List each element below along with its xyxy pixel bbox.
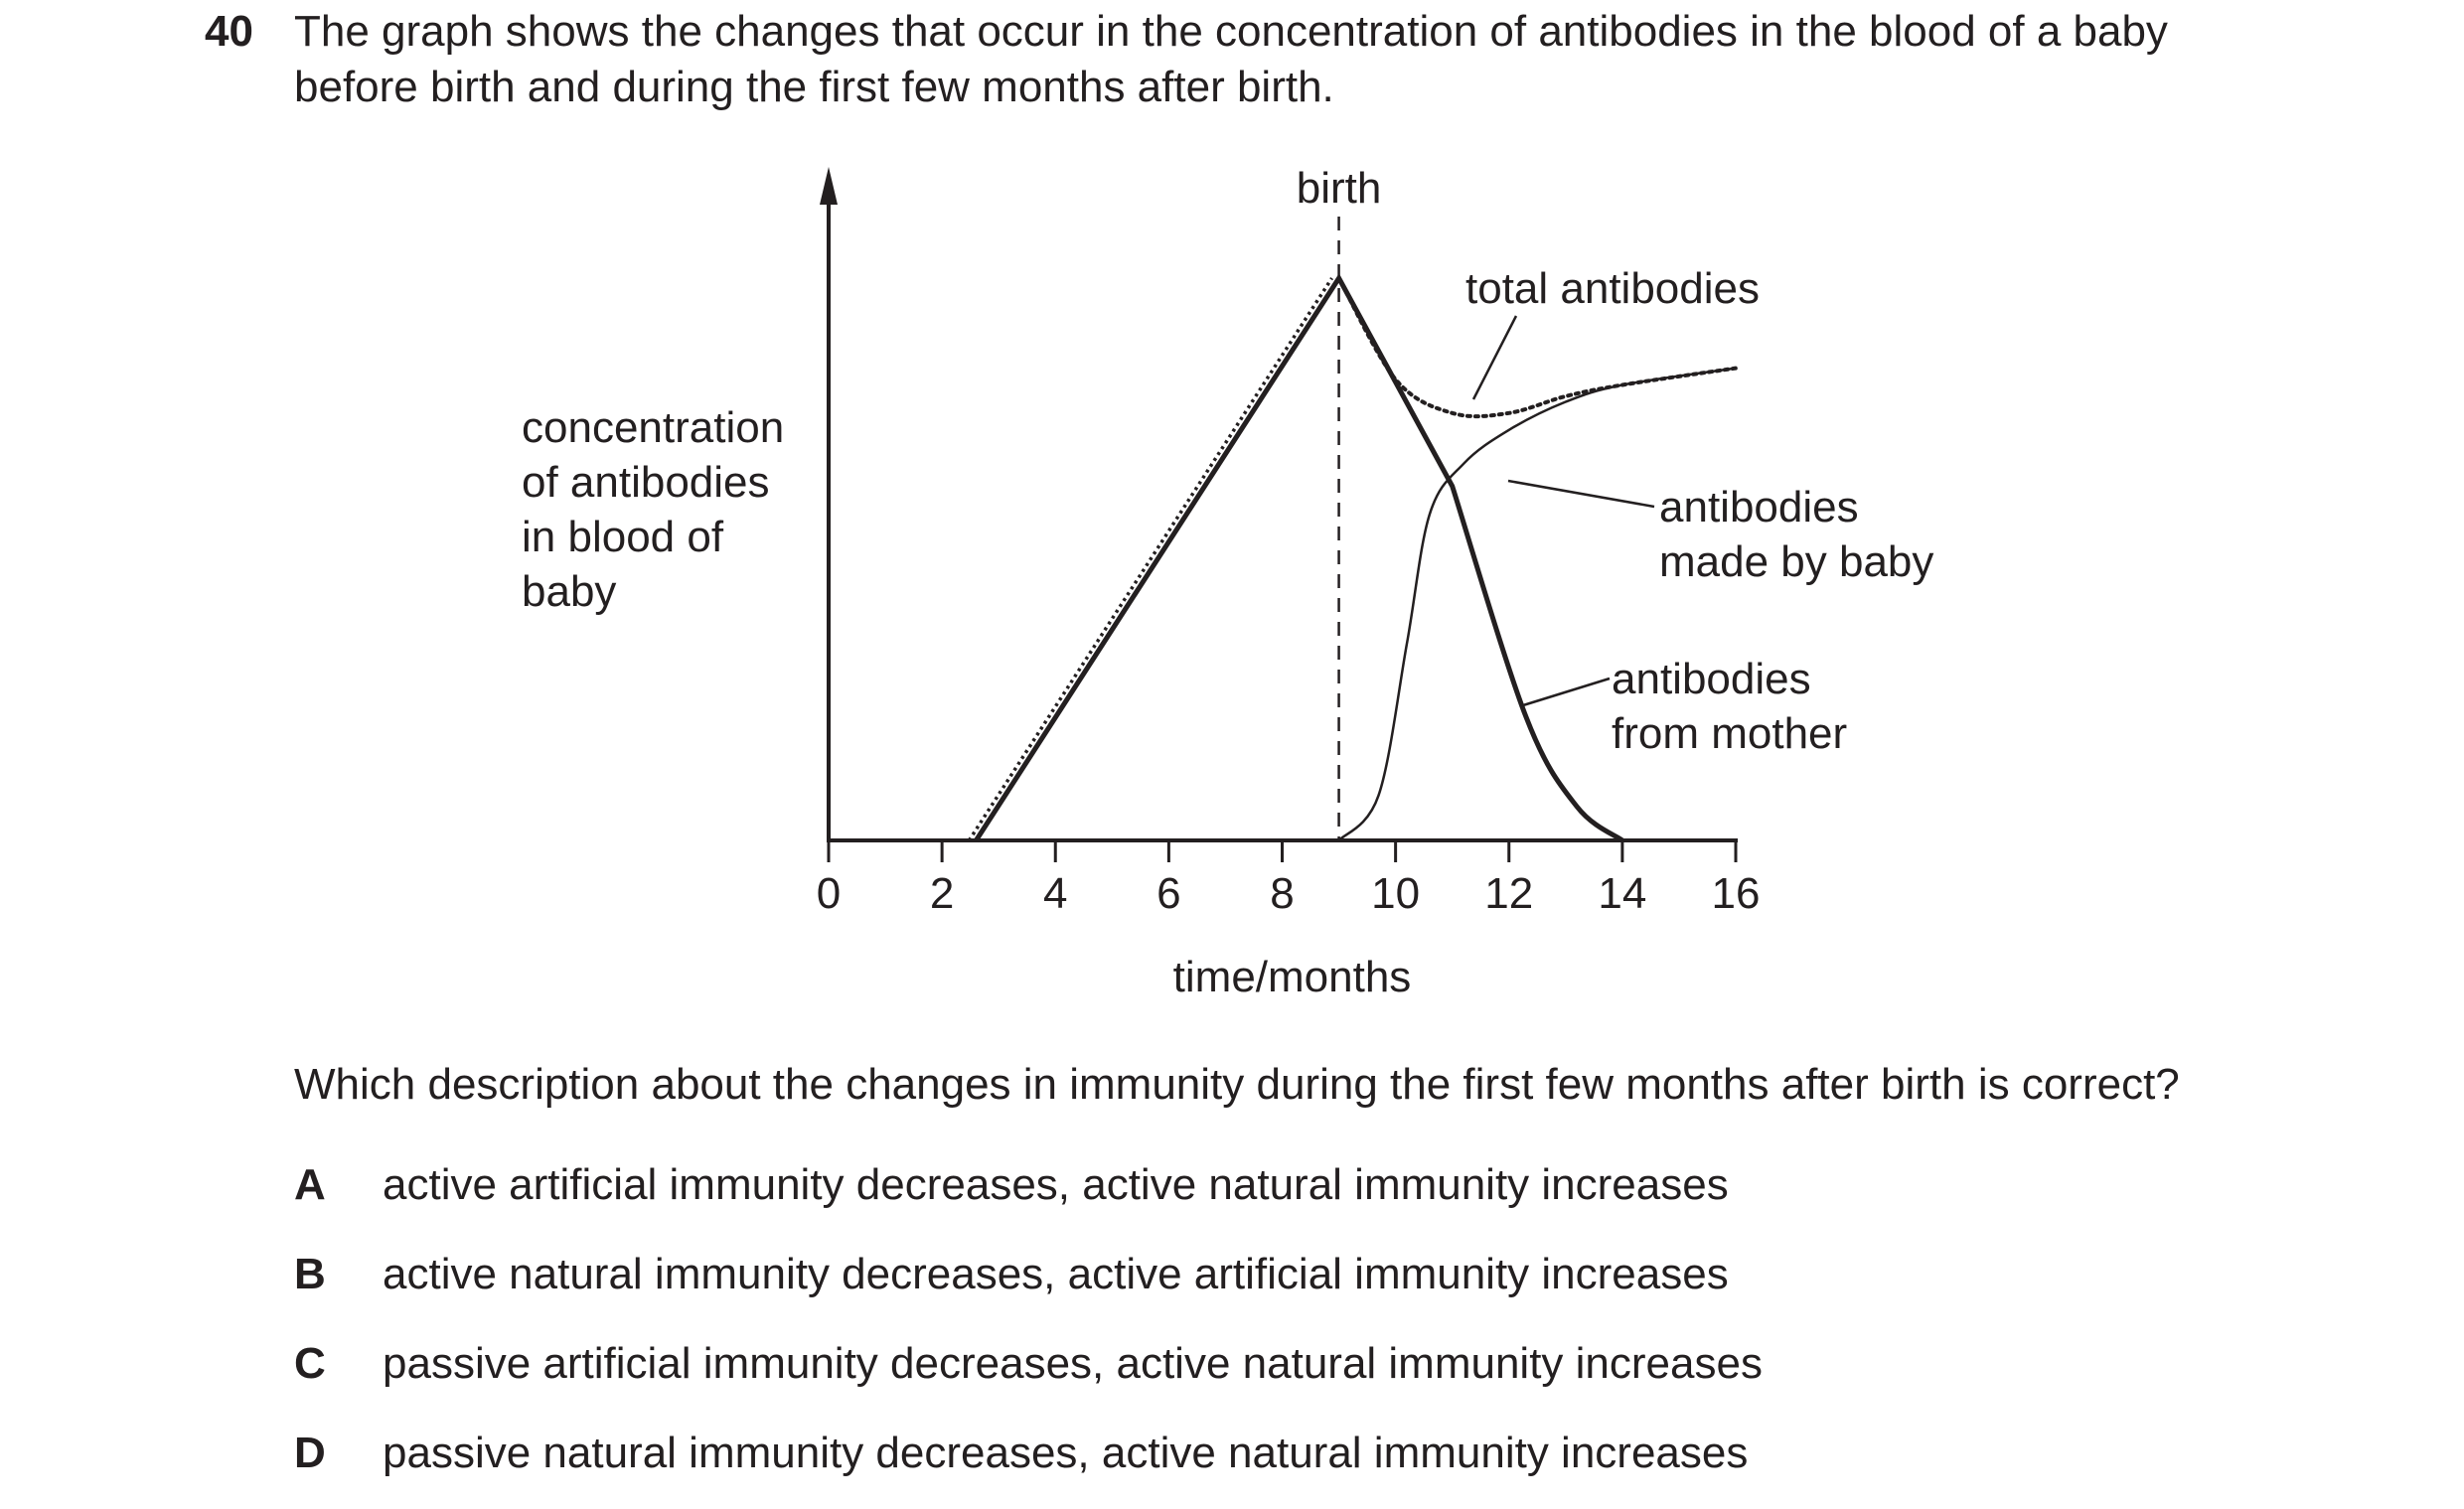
y-axis-label-line-1: concentration [522, 403, 784, 452]
label-total-antibodies: total antibodies [1465, 264, 1760, 313]
series-total-antibodies-rise [967, 277, 1334, 841]
question-number: 40 [205, 7, 253, 56]
y-axis-label-line-2: of antibodies [522, 458, 770, 507]
label-antibodies-made-by-baby-line-1: antibodies [1659, 483, 1859, 531]
x-tick-label-8: 8 [1270, 869, 1294, 918]
option-c-text: passive artificial immunity decreases, a… [383, 1339, 1763, 1388]
x-tick-label-2: 2 [930, 869, 954, 918]
question-text: The graph shows the changes that occur i… [294, 4, 2400, 115]
question-text-line-1: The graph shows the changes that occur i… [294, 7, 2168, 56]
label-antibodies-from-mother-line-1: antibodies [1612, 655, 1811, 703]
x-tick-label-6: 6 [1156, 869, 1180, 918]
option-a-letter: A [294, 1160, 326, 1209]
x-tick-label-12: 12 [1484, 869, 1533, 918]
x-tick-label-16: 16 [1712, 869, 1761, 918]
option-a-text: active artificial immunity decreases, ac… [383, 1160, 1729, 1209]
label-antibodies-made-by-baby-line-2: made by baby [1659, 537, 1933, 586]
x-tick-label-10: 10 [1371, 869, 1420, 918]
option-d-text: passive natural immunity decreases, acti… [383, 1429, 1749, 1477]
series-antibodies-made-by-baby [1337, 367, 1737, 841]
x-tick-label-4: 4 [1043, 869, 1067, 918]
option-d-letter: D [294, 1429, 326, 1477]
option-b-text: active natural immunity decreases, activ… [383, 1250, 1729, 1298]
antibody-chart: 0 2 4 6 8 10 12 14 16 time/months concentration of … [522, 164, 1933, 1001]
question-text-line-2: before birth and during the first few mo… [294, 63, 1334, 111]
leader-antibodies-made-by-baby [1507, 479, 1655, 509]
leader-total-antibodies [1471, 315, 1518, 400]
x-tick-label-0: 0 [817, 869, 841, 918]
x-tick-label-14: 14 [1598, 869, 1646, 918]
y-axis-label-line-4: baby [522, 567, 616, 616]
option-b-letter: B [294, 1250, 326, 1298]
question-prompt: Which description about the changes in i… [294, 1060, 2180, 1109]
x-axis-label: time/months [1173, 953, 1412, 1001]
series-antibodies-from-mother [974, 273, 1624, 843]
label-antibodies-from-mother-line-2: from mother [1612, 709, 1847, 758]
leader-antibodies-from-mother [1522, 677, 1611, 707]
y-axis-arrow-icon [820, 167, 838, 205]
birth-label: birth [1297, 164, 1382, 213]
y-axis-label-line-3: in blood of [522, 513, 724, 561]
option-c-letter: C [294, 1339, 326, 1388]
